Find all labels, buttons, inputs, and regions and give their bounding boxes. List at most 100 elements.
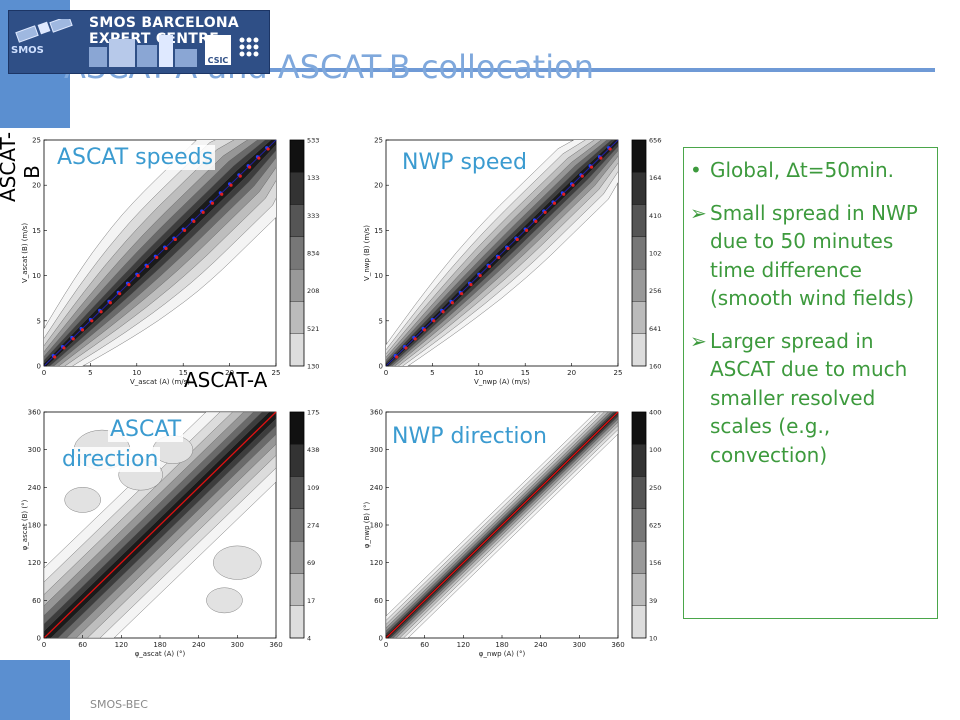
- mean-point-red: [543, 210, 547, 214]
- colorbar-segment: [289, 268, 305, 302]
- note-item-text: Small spread in NWP due to 50 minutes ti…: [710, 200, 918, 311]
- x-axis-label: φ_ascat (A) (°): [135, 650, 186, 658]
- csic-logo: CSIC: [205, 35, 231, 65]
- x-tick-label: 60: [78, 641, 87, 649]
- panel-label-ascat-speeds: ASCAT speeds: [55, 145, 216, 170]
- y-tick-label: 25: [32, 137, 41, 145]
- colorbar-tick-label: 133441: [307, 174, 320, 182]
- panel-label-ascat-direction-2: direction: [60, 447, 161, 472]
- footer-text: SMOS-BEC: [90, 698, 148, 711]
- contour-blob: [213, 545, 262, 580]
- mean-point-red: [441, 310, 445, 314]
- x-tick-label: 5: [430, 369, 434, 377]
- nwp-speed-density-plot: 0 5 10 15 20 25 0 5 10 15 20 25 V_nwp (A) (m/s) V_nwp…: [363, 137, 662, 387]
- colorbar-segment: [289, 508, 305, 542]
- colorbar-tick-label: 8340: [307, 250, 320, 258]
- colorbar-tick-label: 4: [307, 635, 311, 643]
- mean-point-red: [515, 237, 519, 242]
- y-tick-label: 120: [370, 559, 383, 567]
- mean-point-red: [552, 201, 557, 205]
- colorbar-segment: [289, 540, 305, 574]
- colorbar-tick-label: 1097: [307, 484, 320, 492]
- colorbar-frame: [631, 411, 647, 639]
- mean-point-red: [413, 337, 417, 341]
- colorbar-tick-label: 10002: [649, 446, 662, 454]
- y-tick-label: 0: [37, 363, 41, 371]
- colorbar-segment: [631, 411, 647, 445]
- x-tick-label: 180: [495, 641, 508, 649]
- colorbar-tick-label: 41041: [649, 212, 662, 220]
- y-tick-label: 360: [370, 409, 383, 417]
- mean-point-red: [62, 346, 66, 350]
- x-tick-label: 300: [231, 641, 244, 649]
- colorbar-segment: [631, 139, 647, 173]
- x-tick-label: 15: [179, 369, 188, 377]
- x-tick-label: 25: [272, 369, 281, 377]
- mean-point-red: [599, 156, 603, 160]
- mean-point-red: [127, 283, 131, 287]
- colorbar-segment: [631, 573, 647, 606]
- colorbar-tick-label: 10260: [649, 250, 662, 258]
- x-axis-label: V_nwp (A) (m/s): [474, 378, 530, 386]
- contour-blob: [64, 487, 101, 513]
- x-tick-label: 10: [132, 369, 141, 377]
- colorbar-segment: [631, 476, 647, 510]
- colorbar-segment: [631, 268, 647, 302]
- bullet-dot-icon: •: [690, 158, 702, 182]
- colorbar-tick-label: 130: [307, 363, 319, 371]
- mean-point-red: [173, 237, 177, 242]
- mean-point-red: [395, 355, 399, 359]
- mean-point-red: [608, 147, 612, 151]
- mean-point-red: [71, 337, 75, 341]
- mean-point-red: [524, 228, 529, 232]
- mean-point-red: [80, 328, 85, 332]
- mean-point-red: [450, 301, 454, 305]
- dots-logo-icon: [239, 37, 259, 57]
- colorbar-frame: [289, 411, 305, 639]
- mean-point-red: [487, 264, 492, 269]
- mean-point-red: [469, 283, 473, 287]
- colorbar-segment: [289, 236, 305, 270]
- colorbar-segment: [289, 605, 305, 639]
- y-tick-label: 20: [32, 182, 41, 190]
- colorbar-segment: [289, 333, 305, 367]
- y-tick-label: 60: [32, 597, 41, 605]
- mean-point-red: [580, 174, 584, 178]
- colorbar-tick-label: 156: [649, 559, 661, 567]
- y-tick-label: 300: [370, 446, 383, 454]
- mean-point-red: [164, 246, 168, 251]
- mean-point-red: [571, 183, 575, 187]
- mean-point-red: [478, 274, 482, 278]
- diagonal-line: [385, 411, 619, 639]
- plot-nwp-direction: 0 60 120 180 240 300 360 0 60 120 180 240 300 360 φ_nw…: [362, 400, 662, 662]
- diagonal-line: [43, 411, 277, 639]
- mean-point-red: [257, 156, 261, 160]
- colorbar-tick-label: 2565: [649, 287, 662, 295]
- colorbar-segment: [289, 139, 305, 173]
- y-axis-label: V_nwp (B) (m/s): [363, 225, 371, 281]
- colorbar-tick-label: 17545: [307, 409, 320, 417]
- y-tick-label: 120: [28, 559, 41, 567]
- colorbar-segment: [631, 540, 647, 574]
- colorbar-tick-label: 40006: [649, 409, 662, 417]
- x-tick-label: 0: [42, 369, 46, 377]
- mean-point-red: [136, 274, 140, 278]
- y-tick-label: 60: [374, 597, 383, 605]
- colorbar-segment: [631, 301, 647, 334]
- axis-label-ascat-b: ASCAT-B: [0, 131, 44, 202]
- colorbar-tick-label: 2500: [649, 484, 662, 492]
- x-tick-label: 25: [614, 369, 623, 377]
- x-tick-label: 20: [567, 369, 576, 377]
- colorbar-segment: [289, 172, 305, 205]
- colorbar-segment: [289, 411, 305, 445]
- mean-point-red: [497, 255, 501, 260]
- panel-label-ascat-direction-1: ASCAT: [108, 417, 184, 442]
- colorbar-frame: [631, 139, 647, 367]
- mean-point-red: [422, 328, 427, 332]
- mean-point-red: [99, 310, 103, 314]
- mean-point-red: [266, 147, 270, 151]
- y-tick-label: 0: [379, 635, 383, 643]
- left-accent-bar-bottom: [0, 660, 70, 720]
- colorbar-tick-label: 33360: [307, 212, 320, 220]
- x-tick-label: 120: [115, 641, 128, 649]
